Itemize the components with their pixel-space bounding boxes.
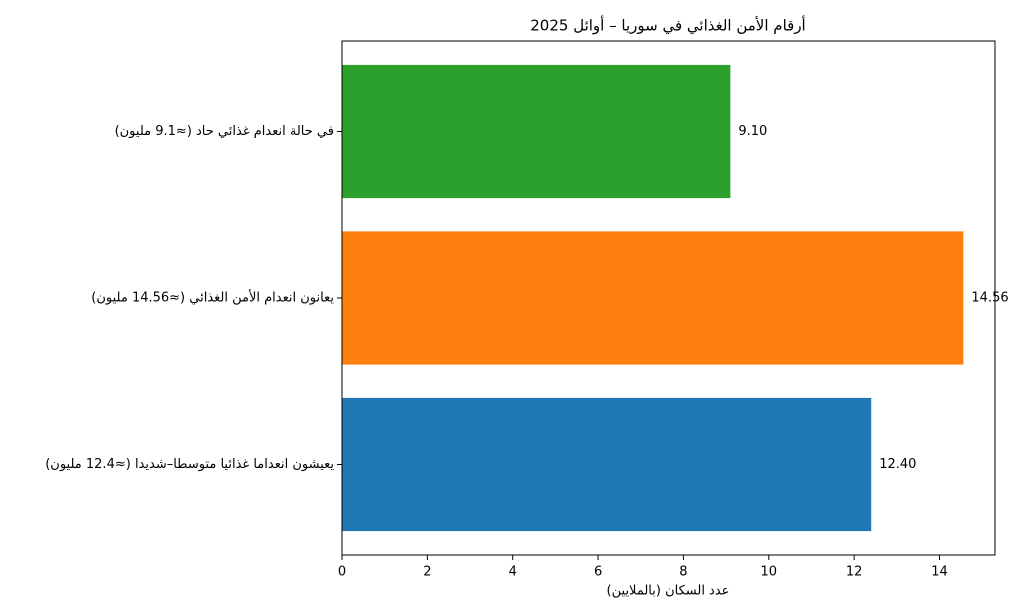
x-tick-label: 6 [594, 565, 602, 580]
plot-frame [341, 40, 996, 556]
x-tick-label: 8 [679, 565, 687, 580]
y-tick-label: يعانون انعدام الأمن الغذائي (≈14.56 مليو… [91, 289, 334, 306]
bar [342, 231, 964, 365]
value-label: 12.40 [879, 457, 916, 472]
chart-title: أرقام الأمن الغذائي في سوريا – أوائل 202… [530, 16, 805, 36]
x-tick-label: 0 [338, 565, 346, 580]
x-tick-label: 14 [931, 565, 948, 580]
x-tick-label: 2 [423, 565, 431, 580]
x-tick-label: 4 [509, 565, 517, 580]
x-axis-label: عدد السكان (بالملايين) [607, 584, 730, 599]
bar [342, 64, 731, 199]
bar [342, 397, 872, 532]
x-tick-label: 12 [846, 565, 863, 580]
value-label: 14.56 [971, 291, 1008, 306]
y-tick-label: يعيشون انعداما غذائيا متوسطا–شديدا (≈12.… [45, 457, 334, 472]
x-tick-label: 10 [761, 565, 778, 580]
y-tick-label: في حالة انعدام غذائي حاد (≈9.1 مليون) [115, 124, 334, 139]
value-label: 9.10 [738, 124, 767, 139]
